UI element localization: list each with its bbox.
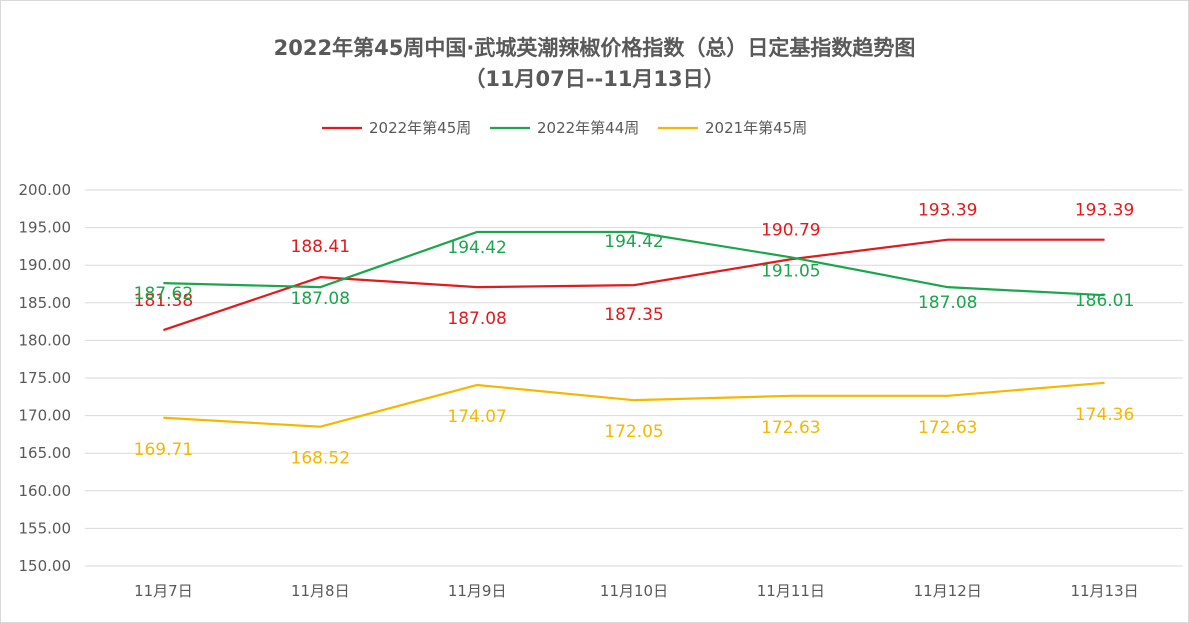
- y-tick-label: 160.00: [19, 482, 72, 500]
- y-tick-label: 185.00: [19, 294, 72, 312]
- data-label: 181.38: [134, 291, 193, 311]
- data-label: 172.63: [918, 418, 977, 438]
- data-label: 174.36: [1075, 405, 1134, 425]
- x-tick-label: 11月9日: [448, 582, 507, 600]
- x-tick-label: 11月11日: [757, 582, 825, 600]
- y-tick-label: 190.00: [19, 256, 72, 274]
- data-label: 194.42: [604, 232, 663, 252]
- y-tick-label: 150.00: [19, 557, 72, 575]
- y-tick-label: 165.00: [19, 444, 72, 462]
- series-line: [163, 230, 1105, 297]
- x-tick-label: 11月7日: [134, 582, 193, 600]
- data-label: 172.63: [761, 418, 820, 438]
- y-tick-label: 155.00: [19, 519, 72, 537]
- x-tick-label: 11月13日: [1070, 582, 1138, 600]
- data-label: 187.08: [447, 309, 506, 329]
- legend-label: 2022年第45周: [369, 119, 471, 137]
- y-tick-label: 200.00: [19, 181, 72, 199]
- data-label: 193.39: [918, 201, 977, 221]
- data-label: 191.05: [761, 261, 820, 281]
- y-tick-label: 180.00: [19, 331, 72, 349]
- legend-label: 2021年第45周: [705, 119, 807, 137]
- series-line: [163, 238, 1105, 332]
- legend-label: 2022年第44周: [537, 119, 639, 137]
- data-label: 169.71: [134, 440, 193, 460]
- chart-subtitle: （11月07日--11月13日）: [464, 67, 725, 91]
- data-label: 186.01: [1075, 291, 1134, 311]
- chart-title: 2022年第45周中国·武城英潮辣椒价格指数（总）日定基指数趋势图: [273, 36, 916, 60]
- series-line: [163, 381, 1105, 428]
- data-label: 187.62: [134, 284, 193, 304]
- data-label: 172.05: [604, 422, 663, 442]
- data-label: 187.08: [291, 289, 350, 309]
- x-tick-label: 11月10日: [600, 582, 668, 600]
- data-label: 187.08: [918, 293, 977, 313]
- y-tick-label: 175.00: [19, 369, 72, 387]
- data-label: 190.79: [761, 220, 820, 240]
- data-label: 168.52: [291, 449, 350, 469]
- data-label: 194.42: [447, 238, 506, 258]
- y-tick-label: 170.00: [19, 407, 72, 425]
- x-tick-label: 11月12日: [914, 582, 982, 600]
- data-label: 174.07: [447, 407, 506, 427]
- data-label: 187.35: [604, 305, 663, 325]
- x-tick-label: 11月8日: [291, 582, 350, 600]
- data-label: 193.39: [1075, 201, 1134, 221]
- data-label: 188.41: [291, 237, 350, 257]
- y-tick-label: 195.00: [19, 219, 72, 237]
